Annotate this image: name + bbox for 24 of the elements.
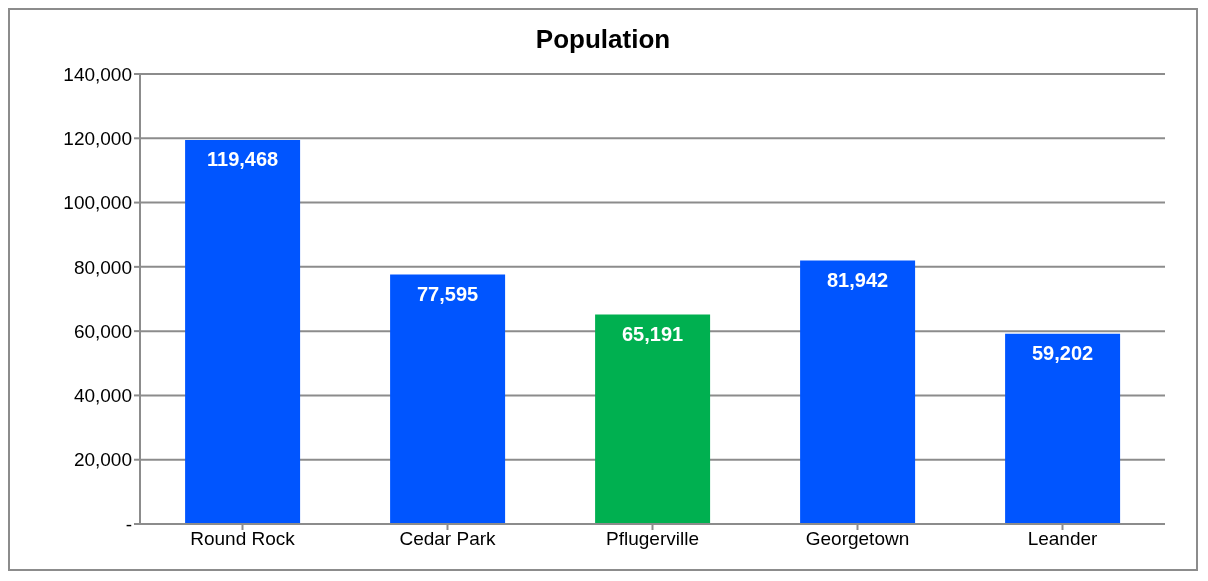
data-label: 81,942 [827, 268, 889, 291]
x-tick-label: Round Rock [190, 528, 296, 550]
bar [595, 314, 711, 524]
x-tick-label: Georgetown [805, 528, 910, 550]
chart-title: Population [534, 23, 672, 56]
x-tick-label: Pflugerville [606, 528, 699, 550]
y-tick-label: 80,000 [73, 256, 132, 278]
data-label: 119,468 [207, 148, 279, 171]
data-label: 59,202 [1032, 341, 1094, 364]
y-tick-label: 100,000 [63, 192, 132, 214]
data-label: 65,191 [622, 322, 684, 345]
bar [800, 260, 916, 524]
y-tick-label: 60,000 [73, 320, 132, 342]
y-tick-label: 40,000 [73, 385, 132, 407]
y-tick-label: 140,000 [63, 63, 132, 85]
y-tick-label: - [125, 513, 132, 535]
x-tick-label: Leander [1027, 528, 1099, 550]
x-tick-label: Cedar Park [399, 528, 497, 550]
data-label: 77,595 [417, 282, 479, 305]
bar [185, 140, 301, 524]
bar [390, 274, 506, 524]
bar [1005, 333, 1121, 524]
y-tick-label: 20,000 [73, 449, 132, 471]
y-tick-label: 120,000 [63, 128, 132, 150]
